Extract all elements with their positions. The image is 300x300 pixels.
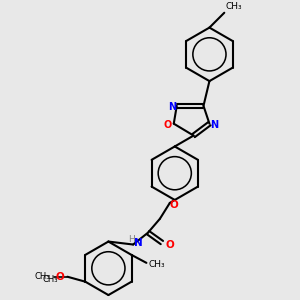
Text: O: O xyxy=(165,239,174,250)
Text: O: O xyxy=(56,272,64,282)
Text: N: N xyxy=(134,238,142,248)
Text: CH₃: CH₃ xyxy=(225,2,242,11)
Text: O: O xyxy=(164,120,172,130)
Text: CH₃: CH₃ xyxy=(34,272,50,281)
Text: N: N xyxy=(210,120,218,130)
Text: CH₃: CH₃ xyxy=(42,275,58,284)
Text: O: O xyxy=(169,200,178,210)
Text: N: N xyxy=(168,102,176,112)
Text: H: H xyxy=(128,235,135,244)
Text: CH₃: CH₃ xyxy=(148,260,165,269)
